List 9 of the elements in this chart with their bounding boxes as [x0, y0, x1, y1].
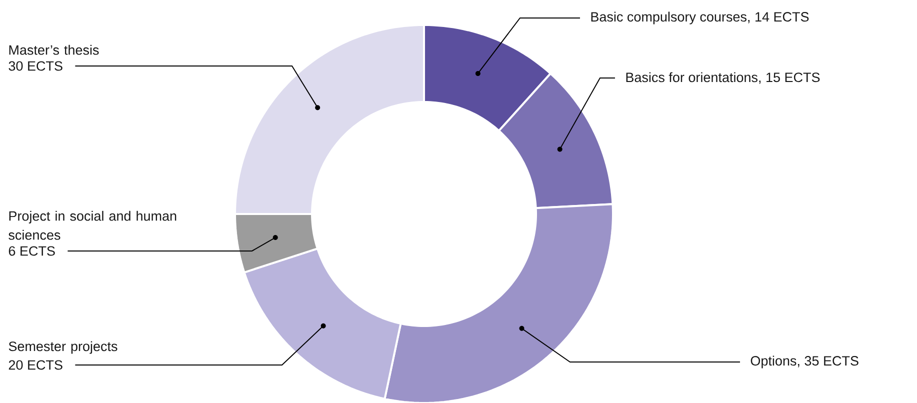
slice-label: Semester projects [8, 341, 118, 354]
data-label: 6 ECTS [8, 246, 55, 256]
slice-label: Basic compulsory courses, 14 ECTS [591, 12, 809, 24]
slice-label: Basics for orientations, 15 ECTS [626, 72, 820, 84]
data-label: 30 ECTS [8, 61, 62, 71]
slice-label: Options, 35 ECTS [750, 356, 858, 368]
data-label: 20 ECTS [8, 360, 62, 370]
slice-label: Master’s thesis [9, 44, 99, 55]
slice-label: Project in social and human sciences [8, 210, 176, 240]
